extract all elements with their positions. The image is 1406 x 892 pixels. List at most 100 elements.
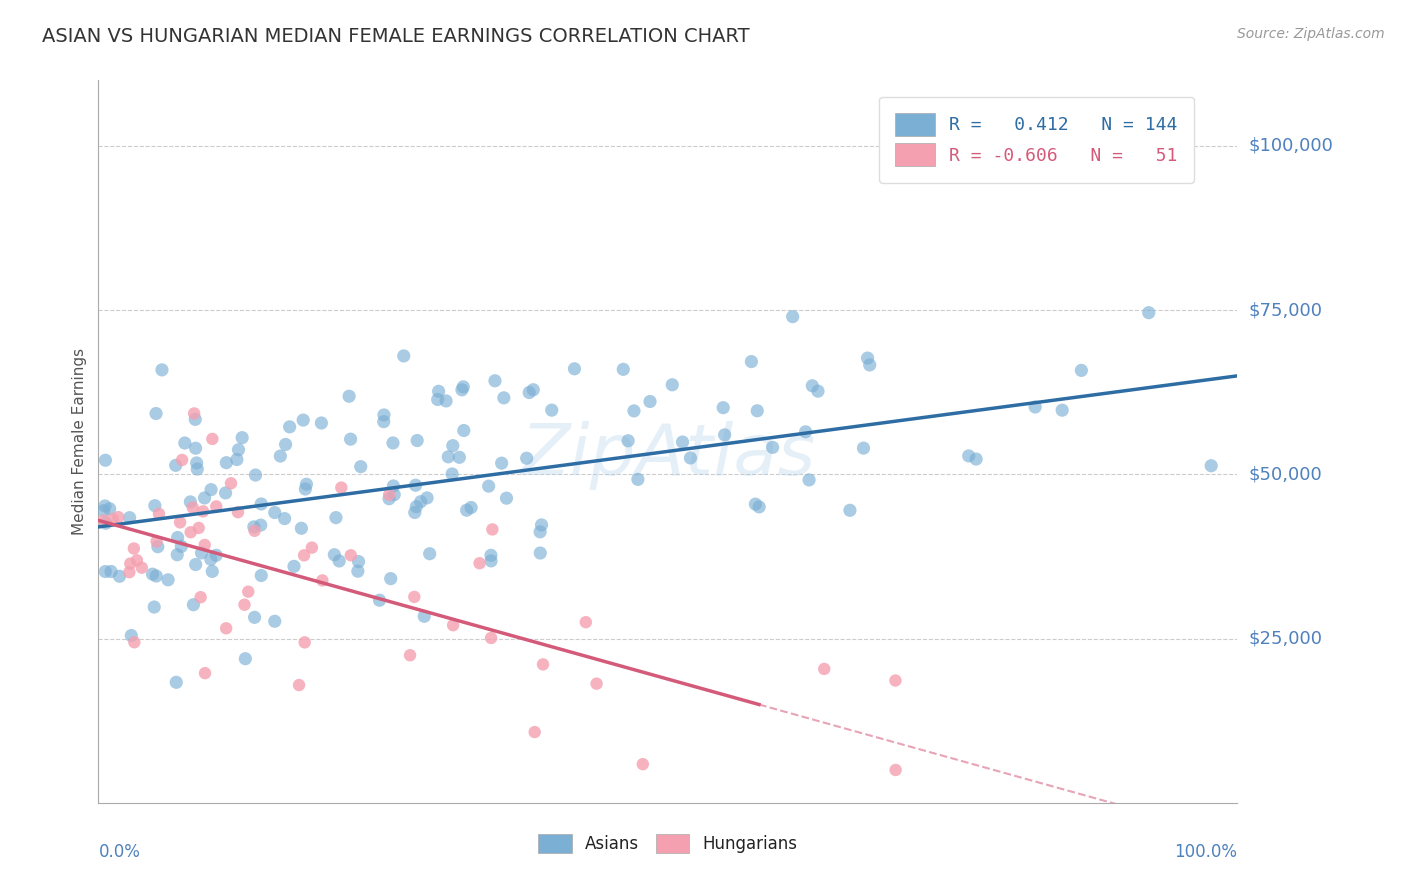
Point [813,662,835,676]
Point [627,472,650,486]
Text: ZipAtlas: ZipAtlas [520,422,815,491]
Point [311,416,333,430]
Point [228,442,250,457]
Point [434,393,457,408]
Point [201,432,224,446]
Text: 100.0%: 100.0% [1174,843,1237,861]
Point [856,351,879,365]
Point [612,362,634,376]
Point [468,556,491,570]
Point [101,512,124,526]
Point [884,763,907,777]
Point [231,431,253,445]
Point [290,521,312,535]
Point [575,615,598,630]
Y-axis label: Median Female Earnings: Median Female Earnings [72,348,87,535]
Point [243,520,266,534]
Point [288,678,311,692]
Point [292,549,315,563]
Point [661,377,683,392]
Point [491,456,513,470]
Point [179,495,201,509]
Point [169,516,191,530]
Point [481,523,503,537]
Point [405,500,427,514]
Point [294,635,316,649]
Point [427,384,450,399]
Point [522,383,544,397]
Point [382,479,405,493]
Point [631,757,654,772]
Point [744,497,766,511]
Point [419,547,441,561]
Point [328,554,350,568]
Point [325,510,347,524]
Point [426,392,449,407]
Point [200,483,222,497]
Point [479,549,502,563]
Text: Source: ZipAtlas.com: Source: ZipAtlas.com [1237,27,1385,41]
Point [404,590,426,604]
Point [311,574,333,588]
Point [165,458,187,473]
Point [782,310,804,324]
Point [794,425,817,439]
Point [965,452,987,467]
Point [373,408,395,422]
Point [200,552,222,566]
Point [94,565,117,579]
Point [93,504,115,518]
Point [181,500,204,515]
Point [368,593,391,607]
Point [529,524,551,539]
Point [441,439,464,453]
Point [492,391,515,405]
Point [540,403,562,417]
Point [131,560,153,574]
Point [747,404,769,418]
Point [797,473,820,487]
Point [623,404,645,418]
Point [523,725,546,739]
Point [748,500,770,514]
Point [453,424,475,438]
Point [453,380,475,394]
Text: 0.0%: 0.0% [98,843,141,861]
Point [838,503,860,517]
Point [378,491,401,506]
Point [205,500,228,514]
Point [617,434,640,448]
Point [233,651,256,665]
Point [484,374,506,388]
Point [194,538,217,552]
Point [145,534,167,549]
Point [120,557,142,571]
Text: $25,000: $25,000 [1249,630,1323,648]
Point [807,384,830,399]
Point [94,516,117,531]
Point [495,491,517,505]
Point [107,510,129,524]
Text: ASIAN VS HUNGARIAN MEDIAN FEMALE EARNINGS CORRELATION CHART: ASIAN VS HUNGARIAN MEDIAN FEMALE EARNING… [42,27,749,45]
Text: $50,000: $50,000 [1249,466,1322,483]
Point [124,635,146,649]
Point [269,449,291,463]
Point [852,441,875,455]
Point [194,666,217,681]
Point [585,676,607,690]
Point [441,618,464,632]
Point [183,406,205,420]
Point [118,510,141,524]
Point [150,363,173,377]
Point [382,488,405,502]
Point [201,565,224,579]
Point [283,559,305,574]
Point [190,546,212,560]
Point [143,499,166,513]
Point [166,531,188,545]
Point [1050,403,1073,417]
Point [146,540,169,554]
Point [740,354,762,368]
Point [530,517,553,532]
Point [183,598,205,612]
